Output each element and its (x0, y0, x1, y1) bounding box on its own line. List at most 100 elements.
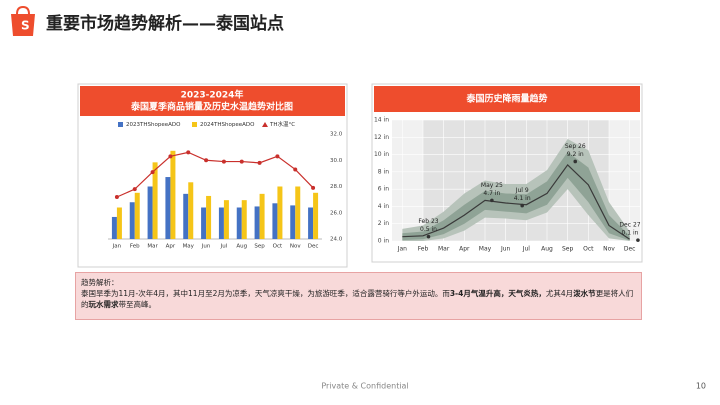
y-tick-label: 0 in (378, 238, 389, 245)
annotation-label: 9.2 in (567, 151, 584, 158)
logo (11, 14, 35, 36)
legend-label: 2023THShopeeADO (126, 122, 181, 128)
note-segment: 带至高峰。 (118, 300, 157, 309)
line-point (311, 185, 316, 190)
y-tick-label: 12 in (374, 134, 389, 141)
legend-label: 2024THShopeeADO (200, 122, 255, 128)
annotation-date: Jul 9 (515, 187, 529, 194)
x-tick-label: Oct (273, 244, 283, 250)
bar (241, 200, 247, 239)
y2-tick-label: 28.0 (330, 184, 343, 190)
annotation-point (520, 203, 524, 208)
y-tick-label: 8 in (378, 168, 389, 175)
annotation-date: Sep 26 (565, 143, 586, 150)
annotation-date: Dec 27 (619, 222, 640, 229)
y2-tick-label: 30.0 (330, 158, 343, 164)
chart1-title: 2023-2024年 (181, 89, 244, 101)
annotation-point (490, 198, 494, 203)
note-box: 趋势解析： 泰国旱季为11月-次年4月，其中11月至2月为凉季，天气凉爽干燥，为… (75, 272, 642, 320)
logo-handle (16, 5, 30, 15)
annotation-label: 4.1 in (514, 195, 531, 202)
page-number: 10 (696, 382, 706, 391)
bar (313, 192, 319, 239)
x-tick-label: Aug (236, 244, 247, 250)
legend-label: TH水温°C (269, 120, 295, 128)
line (116, 151, 314, 198)
bar (290, 205, 296, 239)
x-tick-label: Sep (254, 244, 265, 250)
bar (236, 207, 242, 239)
note-segment: 泼水节 (573, 289, 596, 298)
note-segment: 泰国旱季为11月-次年4月，其中11月至2月为凉季，天气凉爽干燥，为旅游旺季，适… (81, 289, 450, 298)
x-tick-label: Jun (201, 244, 211, 250)
x-tick-label: Feb (418, 246, 429, 253)
x-tick-label: Nov (290, 244, 301, 250)
y2-tick-label: 24.0 (330, 237, 343, 243)
y-tick-label: 14 in (374, 117, 389, 124)
bar (218, 207, 224, 239)
bar (201, 207, 207, 239)
bar (152, 162, 158, 239)
annotation-date: May 25 (481, 182, 503, 189)
annotation-point (636, 238, 640, 242)
bar (254, 206, 260, 239)
line-point (204, 158, 209, 163)
line-point (293, 167, 298, 172)
line-point (186, 150, 191, 155)
x-tick-label: Mar (147, 244, 158, 250)
bar (165, 177, 171, 239)
bar (206, 195, 212, 239)
line-point (221, 159, 226, 164)
annotation-point (573, 159, 578, 164)
line-point (168, 154, 173, 159)
bar (111, 216, 117, 239)
legend-swatch (262, 122, 268, 127)
note-segment: 更是将人们的 (81, 289, 634, 309)
x-tick-label: Apr (459, 246, 470, 253)
legend-swatch (118, 122, 123, 127)
x-tick-label: Jan (397, 246, 407, 253)
x-tick-label: Jul (220, 244, 228, 250)
x-tick-label: Mar (438, 246, 450, 253)
x-tick-label: Sep (562, 246, 574, 253)
x-tick-label: May (183, 244, 195, 250)
bar (272, 203, 278, 239)
x-tick-label: Dec (308, 244, 319, 250)
x-tick-label: Dec (624, 246, 636, 253)
x-tick-label: Jan (112, 244, 122, 250)
note-heading: 趋势解析： (81, 278, 119, 287)
x-tick-label: Nov (603, 246, 615, 253)
x-tick-label: Jun (500, 246, 511, 253)
line-point (150, 170, 155, 175)
bar (170, 150, 176, 239)
y2-tick-label: 26.0 (330, 210, 343, 216)
bar (295, 186, 301, 239)
note-body: 泰国旱季为11月-次年4月，其中11月至2月为凉季，天气凉爽干燥，为旅游旺季，适… (81, 288, 636, 310)
y2-tick-label: 32.0 (330, 132, 343, 138)
header-title: 重要市场趋势解析——泰国站点 (46, 13, 284, 34)
x-tick-label: May (479, 246, 492, 253)
note-segment: 玩水需求 (88, 300, 119, 309)
line-point (275, 154, 280, 159)
bar (259, 193, 265, 239)
annotation-label: 0.5 in (420, 226, 437, 233)
bar (129, 202, 135, 239)
bar (277, 186, 283, 239)
note-segment: 尤其4月 (545, 289, 574, 298)
y-tick-label: 2 in (378, 220, 389, 227)
chart2-title: 泰国历史降雨量趋势 (465, 93, 547, 105)
chart2-header (374, 86, 640, 112)
bar (188, 182, 194, 239)
y-tick-label: 4 in (378, 203, 389, 210)
footer-text: Private & Confidential (321, 382, 408, 391)
bar (116, 207, 122, 239)
line-point (114, 195, 119, 199)
bar (134, 192, 140, 239)
chart1-header (80, 86, 345, 116)
median-line (402, 164, 631, 240)
legend-swatch (192, 122, 197, 127)
logo-letter: S (21, 19, 30, 33)
line-point (132, 187, 137, 192)
